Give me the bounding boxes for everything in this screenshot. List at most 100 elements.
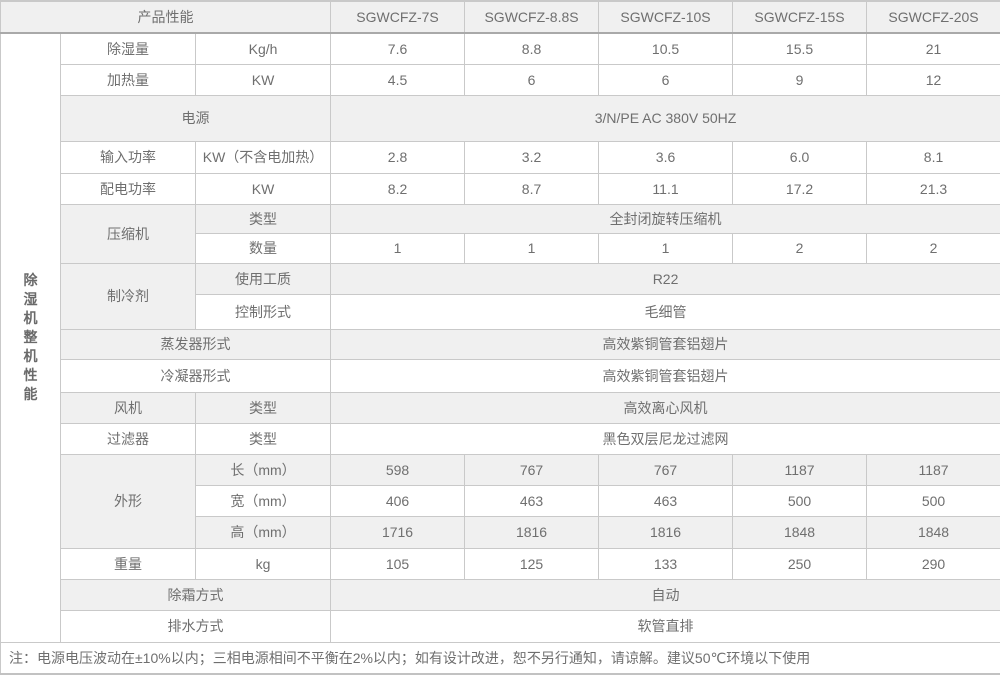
row-weight: 重量 kg 105 125 133 250 290 [1,548,1000,579]
value-cell: 9 [733,64,867,95]
value-compressor-type: 全封闭旋转压缩机 [331,204,1000,233]
value-condenser: 高效紫铜管套铝翅片 [331,359,1000,392]
value-cell: 7.6 [331,33,465,64]
row-input-power: 输入功率 KW（不含电加热） 2.8 3.2 3.6 6.0 8.1 [1,141,1000,173]
value-drainage: 软管直排 [331,610,1000,642]
footer-note: 注：电源电压波动在±10%以内；三相电源相间不平衡在2%以内；如有设计改进，恕不… [1,642,1000,674]
value-cell: 6 [599,64,733,95]
header-model-sgwcfz-10s: SGWCFZ-10S [599,1,733,33]
row-defrost-method: 除霜方式 自动 [1,579,1000,610]
value-cell: 1848 [867,516,1000,548]
label-defrost: 除霜方式 [61,579,331,610]
value-cell: 2.8 [331,141,465,173]
value-cell: 500 [867,485,1000,516]
value-cell: 12 [867,64,1000,95]
value-cell: 1187 [867,454,1000,485]
label-refrigerant-medium: 使用工质 [196,263,331,294]
value-cell: 6.0 [733,141,867,173]
label-condenser: 冷凝器形式 [61,359,331,392]
label-width: 宽（mm） [196,485,331,516]
value-cell: 1816 [599,516,733,548]
value-cell: 10.5 [599,33,733,64]
label-dehumidify: 除湿量 [61,33,196,64]
value-cell: 1 [465,233,599,263]
value-cell: 11.1 [599,173,733,204]
value-cell: 2 [867,233,1000,263]
label-power-supply: 电源 [61,95,331,141]
header-model-sgwcfz-7s: SGWCFZ-7S [331,1,465,33]
value-cell: 463 [599,485,733,516]
value-cell: 463 [465,485,599,516]
header-product-performance: 产品性能 [1,1,331,33]
group-label-dimensions: 外形 [61,454,196,548]
header-model-sgwcfz-20s: SGWCFZ-20S [867,1,1000,33]
row-heating-capacity: 加热量 KW 4.5 6 6 9 12 [1,64,1000,95]
value-refrigerant-control: 毛细管 [331,294,1000,329]
value-fan-type: 高效离心风机 [331,392,1000,423]
row-footer-note: 注：电源电压波动在±10%以内；三相电源相间不平衡在2%以内；如有设计改进，恕不… [1,642,1000,674]
row-compressor-type: 压缩机 类型 全封闭旋转压缩机 [1,204,1000,233]
row-fan-type: 风机 类型 高效离心风机 [1,392,1000,423]
label-length: 长（mm） [196,454,331,485]
value-cell: 21 [867,33,1000,64]
label-filter-type: 类型 [196,423,331,454]
row-evaporator-type: 蒸发器形式 高效紫铜管套铝翅片 [1,329,1000,359]
label-fan-type: 类型 [196,392,331,423]
value-cell: 125 [465,548,599,579]
value-cell: 1 [599,233,733,263]
label-input-power: 输入功率 [61,141,196,173]
value-cell: 8.8 [465,33,599,64]
value-cell: 598 [331,454,465,485]
value-refrigerant-medium: R22 [331,263,1000,294]
label-distribution-power: 配电功率 [61,173,196,204]
value-cell: 500 [733,485,867,516]
group-label-compressor: 压缩机 [61,204,196,263]
value-filter-type: 黑色双层尼龙过滤网 [331,423,1000,454]
value-cell: 8.1 [867,141,1000,173]
value-cell: 133 [599,548,733,579]
header-row: 产品性能 SGWCFZ-7S SGWCFZ-8.8S SGWCFZ-10S SG… [1,1,1000,33]
label-weight: 重量 [61,548,196,579]
label-compressor-quantity: 数量 [196,233,331,263]
group-label-refrigerant: 制冷剂 [61,263,196,329]
value-cell: 17.2 [733,173,867,204]
row-power-supply: 电源 3/N/PE AC 380V 50HZ [1,95,1000,141]
label-drainage: 排水方式 [61,610,331,642]
header-model-sgwcfz-15s: SGWCFZ-15S [733,1,867,33]
label-height: 高（mm） [196,516,331,548]
side-vertical-label: 除湿机整机性能 [23,271,39,404]
row-refrigerant-medium: 制冷剂 使用工质 R22 [1,263,1000,294]
unit-input-power: KW（不含电加热） [196,141,331,173]
value-cell: 1848 [733,516,867,548]
value-cell: 406 [331,485,465,516]
row-filter-type: 过滤器 类型 黑色双层尼龙过滤网 [1,423,1000,454]
unit-heating: KW [196,64,331,95]
row-dehumidify-capacity: 除湿机整机性能 除湿量 Kg/h 7.6 8.8 10.5 15.5 21 [1,33,1000,64]
group-label-filter: 过滤器 [61,423,196,454]
group-label-fan: 风机 [61,392,196,423]
value-defrost: 自动 [331,579,1000,610]
label-refrigerant-control: 控制形式 [196,294,331,329]
value-cell: 1816 [465,516,599,548]
unit-distribution-power: KW [196,173,331,204]
value-evaporator: 高效紫铜管套铝翅片 [331,329,1000,359]
row-condenser-type: 冷凝器形式 高效紫铜管套铝翅片 [1,359,1000,392]
label-evaporator: 蒸发器形式 [61,329,331,359]
value-cell: 1 [331,233,465,263]
value-cell: 15.5 [733,33,867,64]
value-cell: 6 [465,64,599,95]
side-group-label-cell: 除湿机整机性能 [1,33,61,642]
value-cell: 3.6 [599,141,733,173]
unit-dehumidify: Kg/h [196,33,331,64]
unit-weight: kg [196,548,331,579]
value-cell: 21.3 [867,173,1000,204]
row-drainage-method: 排水方式 软管直排 [1,610,1000,642]
header-model-sgwcfz-8-8s: SGWCFZ-8.8S [465,1,599,33]
value-cell: 1716 [331,516,465,548]
value-power-supply: 3/N/PE AC 380V 50HZ [331,95,1000,141]
value-cell: 290 [867,548,1000,579]
label-heating: 加热量 [61,64,196,95]
value-cell: 250 [733,548,867,579]
value-cell: 2 [733,233,867,263]
